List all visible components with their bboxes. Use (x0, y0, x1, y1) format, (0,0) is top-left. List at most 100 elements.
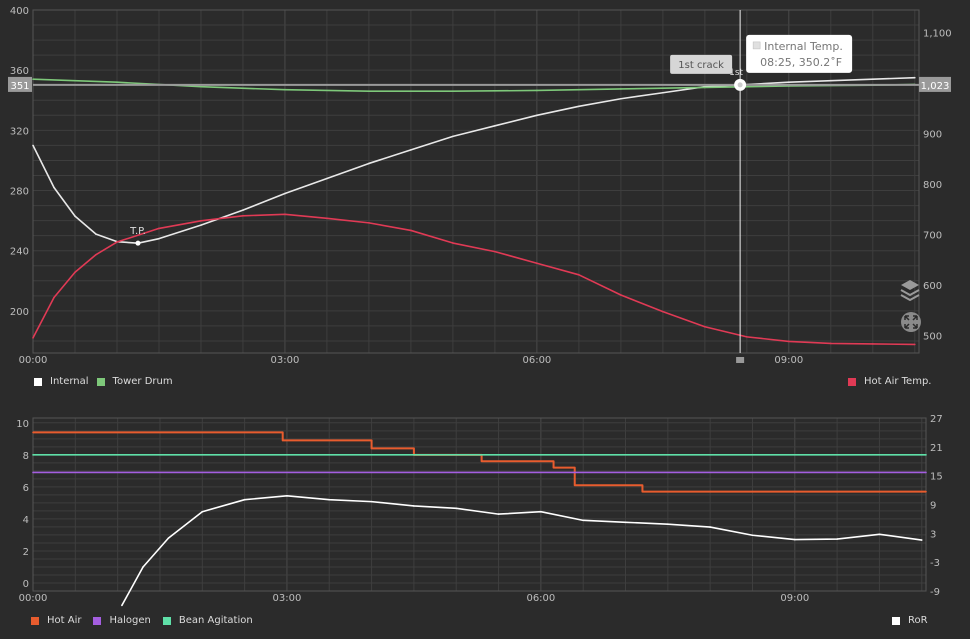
top-legend-right: Hot Air Temp. (848, 376, 943, 387)
point-ror (920, 539, 923, 541)
legend-hot-air[interactable]: Hot Air (47, 615, 82, 626)
point-ror (142, 566, 144, 568)
point-hot-air (370, 447, 373, 450)
point-hot-air-temp (74, 271, 76, 274)
legend-bean-agitation[interactable]: Bean Agitation (178, 615, 253, 626)
y-left-tick-label: 280 (10, 187, 29, 198)
tooltip-title: Internal Temp. (764, 40, 843, 53)
y-left-tick-label: 2 (23, 547, 29, 558)
point-internal (620, 97, 622, 100)
point-internal (830, 79, 832, 82)
series-hot-air-temp (32, 213, 915, 346)
point-ror (370, 500, 373, 503)
y-right-tick-label: 9 (930, 501, 936, 512)
point-hot-air-temp (746, 336, 748, 338)
y-left-tick-label: 360 (10, 66, 29, 77)
tower-drum-swatch[interactable] (96, 377, 105, 386)
turning-point-dot (135, 240, 141, 246)
point-ror (497, 513, 500, 515)
point-ror (121, 604, 123, 607)
point-internal (872, 78, 874, 81)
y-right-tick-label: -3 (930, 558, 940, 569)
x-axis-marker (736, 357, 745, 363)
hot-air-temp-swatch[interactable] (848, 377, 856, 386)
point-ror (413, 505, 415, 507)
bottom-legend-right: RoR (892, 615, 940, 626)
y-left-tick-label: 240 (10, 247, 29, 258)
y-right-tick-label: -9 (930, 587, 940, 598)
point-hot-air (480, 460, 483, 463)
point-internal (284, 192, 286, 195)
top-legend-left: Internal Tower Drum (34, 376, 185, 387)
point-internal (410, 149, 412, 151)
legend-internal[interactable]: Internal (50, 376, 89, 387)
point-hot-air-temp (788, 340, 790, 343)
turning-point-label: T.P. (129, 226, 146, 237)
point-tower-drum (200, 85, 202, 88)
point-internal (914, 76, 916, 79)
y-left-tick-label: 4 (23, 515, 29, 526)
point-hot-air-temp (326, 217, 328, 220)
bean-agitation-swatch[interactable] (162, 616, 171, 625)
point-tower-drum (116, 81, 118, 84)
y-left-tick-label: 320 (10, 126, 29, 137)
point-hot-air-temp (116, 241, 118, 243)
legend-tower-drum[interactable]: Tower Drum (112, 376, 173, 387)
crosshair-left-badge (8, 76, 32, 92)
bottom-legend-left: Hot Air Halogen Bean Agitation (31, 615, 265, 626)
y-right-tick-label: 800 (923, 180, 942, 191)
point-ror (201, 510, 204, 513)
point-bean-agitation (925, 454, 927, 456)
point-ror (836, 538, 838, 540)
ror-swatch[interactable] (892, 616, 900, 625)
point-ror (667, 523, 669, 526)
point-hot-air (641, 490, 644, 493)
control-chart: 0 2 4 6 8 10 -9 -3 3 9 15 21 27 00:00 03:00 06:00 09:00 (16, 414, 943, 607)
tooltip-swatch (752, 41, 761, 50)
point-internal (242, 209, 244, 211)
crosshair-right-badge (919, 76, 951, 92)
y-left-tick-label: 8 (23, 451, 29, 462)
point-hot-air (32, 431, 34, 434)
point-hot-air-temp (200, 220, 202, 222)
point-internal (788, 81, 790, 84)
point-ror (709, 526, 711, 528)
point-hot-air-temp (284, 213, 286, 216)
legend-hot-air-temp[interactable]: Hot Air Temp. (864, 376, 932, 387)
series-hot-air (33, 431, 926, 493)
point-halogen (32, 471, 34, 474)
y-left-tick-label: 6 (23, 483, 29, 494)
hot-air-swatch[interactable] (31, 616, 39, 625)
point-internal (200, 224, 202, 226)
point-halogen (925, 471, 927, 474)
point-ror (794, 538, 796, 541)
point-tower-drum (620, 88, 622, 90)
y-right-tick-label: 1,100 (923, 29, 952, 40)
chart-overlay: 351 1,023 1st 1st crack Internal Temp. 08:25,… (8, 10, 951, 363)
y-left-tick-label: 0 (23, 579, 29, 590)
point-internal (578, 105, 580, 108)
point-hot-air-temp (578, 274, 580, 276)
layers-icon[interactable] (900, 280, 920, 302)
expand-icon[interactable] (901, 312, 921, 332)
point-internal (536, 114, 538, 117)
first-crack-label: 1st crack (678, 60, 724, 71)
point-hot-air-temp (158, 227, 160, 230)
point-internal (326, 177, 328, 180)
hover-point-inner (737, 82, 743, 88)
y-right-tick-label: 21 (930, 443, 943, 454)
x-tick-label: 09:00 (780, 593, 809, 604)
crosshair-left-value: 351 (10, 81, 29, 92)
point-hot-air-temp (872, 343, 874, 345)
point-ror (624, 521, 627, 524)
legend-halogen[interactable]: Halogen (109, 615, 151, 626)
legend-ror[interactable]: RoR (908, 615, 928, 626)
x-tick-label: 06:00 (526, 593, 555, 604)
halogen-swatch[interactable] (93, 616, 102, 625)
x-tick-label: 03:00 (271, 355, 300, 366)
x-tick-label: 03:00 (273, 593, 302, 604)
internal-swatch[interactable] (34, 377, 42, 386)
point-hot-air-temp (95, 253, 97, 256)
y-right-tick-label: 700 (923, 230, 942, 241)
